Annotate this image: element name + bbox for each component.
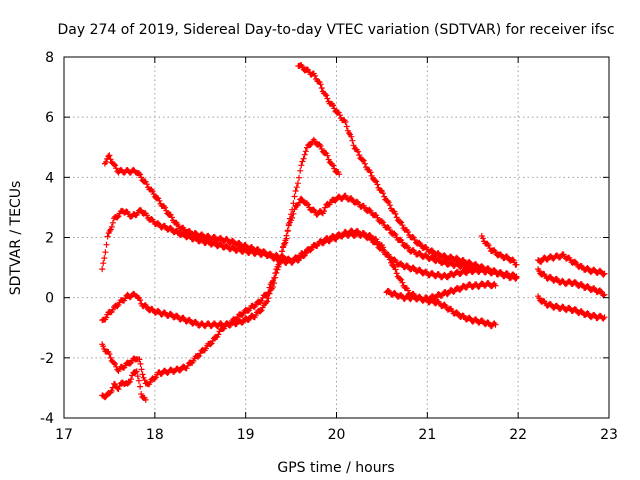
marker-trail-track-f [295,62,520,282]
x-axis-label: GPS time / hours [277,460,394,476]
series-track-a [99,206,520,281]
y-tick-label: 2 [45,231,54,247]
series-track-e [99,368,149,403]
marker-trail-track-h [478,233,520,268]
marker-trail-track-j [535,266,608,299]
series-track-d [99,136,343,388]
series-track-h [478,233,520,268]
series-track-f [295,62,520,282]
marker-trail-track-k [535,293,608,322]
data-marks [99,62,608,403]
y-tick-label: -4 [40,411,54,427]
x-tick-label: 18 [146,427,164,443]
marker-trail-track-g [383,280,499,304]
y-tick-label: 4 [45,170,54,186]
x-tick-label: 21 [418,427,436,443]
marker-trail-track-e [99,368,149,403]
marker-trail-track-d [99,136,343,388]
series-track-g [383,280,499,304]
series-track-b [101,152,499,330]
x-tick-label: 19 [237,427,255,443]
series-track-j [535,266,608,299]
chart-title: Day 274 of 2019, Sidereal Day-to-day VTE… [57,22,614,38]
marker-trail-track-i [535,251,608,278]
x-tick-label: 20 [328,427,346,443]
y-tick-label: 8 [45,50,54,66]
y-axis-label: SDTVAR / TECUs [8,181,24,296]
y-tick-label: 0 [45,291,54,307]
x-tick-label: 23 [600,427,618,443]
y-tick-label: -2 [40,351,54,367]
axes: 17 18 19 20 21 22 23 -4 -2 0 2 4 6 8 [40,50,618,443]
y-tick-label: 6 [45,110,54,126]
series-track-k [535,293,608,322]
marker-trail-track-a [99,206,520,281]
series-track-i [535,251,608,278]
marker-trail-track-b [101,152,499,330]
x-tick-label: 22 [509,427,527,443]
x-tick-label: 17 [55,427,73,443]
